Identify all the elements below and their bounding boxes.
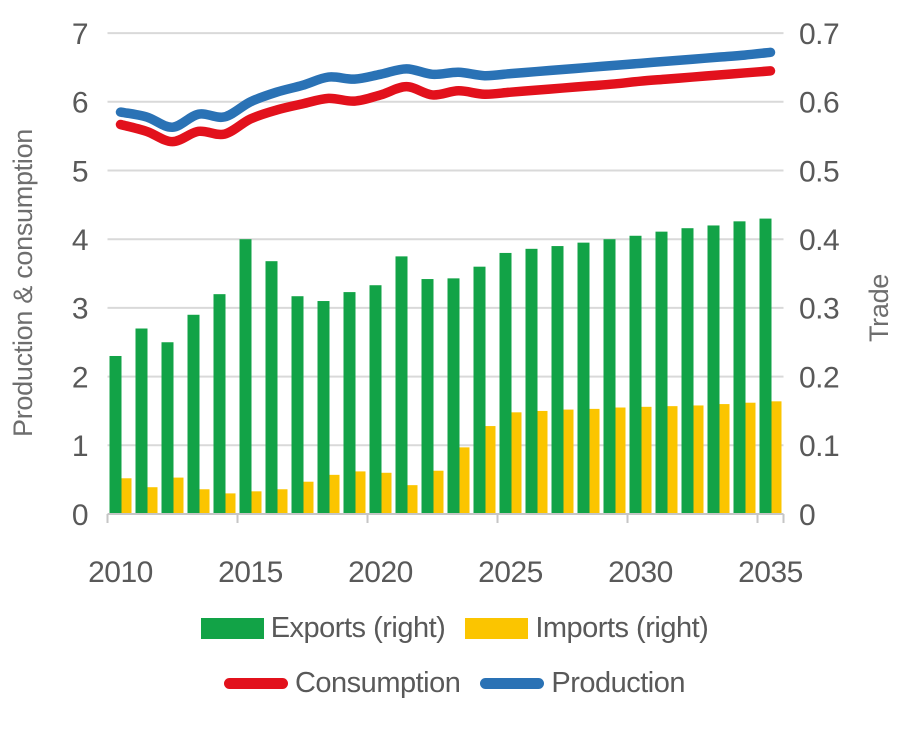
legend: Exports (right) Imports (right) Consumpt… — [0, 612, 909, 700]
left-axis-tick-label: 0 — [72, 499, 88, 532]
imports-bar — [563, 409, 574, 514]
combo-chart: 0 1 2 3 4 5 6 7 0 0.1 0.2 0.3 0.4 0.5 0.6 0.7 2010 2015 20… — [8, 18, 894, 589]
legend-row-bars: Exports (right) Imports (right) — [0, 612, 909, 645]
left-axis-title: Production & consumption — [8, 129, 38, 437]
imports-bar — [251, 491, 262, 514]
exports-bar — [681, 228, 694, 514]
exports-bar — [109, 355, 122, 514]
left-axis-tick-label: 3 — [72, 293, 88, 326]
right-axis-tick-label: 0.1 — [799, 430, 839, 463]
left-axis-tick-label: 6 — [72, 87, 88, 120]
consumption-swatch-icon — [223, 678, 288, 689]
exports-bar — [629, 235, 642, 514]
imports-bar — [719, 404, 730, 514]
imports-bar — [407, 485, 418, 514]
right-axis-tick-label: 0.7 — [799, 18, 839, 51]
imports-bar — [433, 470, 444, 514]
exports-bar — [213, 294, 226, 514]
right-axis-tick-label: 0.4 — [799, 224, 839, 257]
right-axis-tick-label: 0.2 — [799, 361, 839, 394]
axes: 0 1 2 3 4 5 6 7 0 0.1 0.2 0.3 0.4 0.5 0.6 0.7 2010 2015 20… — [72, 18, 840, 589]
exports-bar — [265, 261, 278, 514]
imports-bar — [199, 489, 210, 514]
production-swatch-icon — [480, 678, 545, 689]
exports-bar — [473, 266, 486, 514]
imports-bar — [511, 412, 522, 514]
x-axis-tick-label: 2025 — [478, 556, 543, 589]
legend-row-lines: Consumption Production — [0, 667, 909, 700]
right-axis-title: Trade — [864, 274, 894, 342]
exports-bar — [525, 248, 538, 514]
imports-bar — [485, 426, 496, 514]
legend-label-imports: Imports (right) — [535, 612, 709, 644]
legend-item-imports: Imports (right) — [465, 612, 709, 645]
x-axis-tick-label: 2030 — [608, 556, 673, 589]
x-axis-tick-label: 2035 — [738, 556, 803, 589]
left-axis-tick-label: 5 — [72, 155, 88, 188]
exports-bar — [655, 231, 668, 514]
imports-bar — [771, 401, 782, 514]
right-axis-tick-label: 0.3 — [799, 293, 839, 326]
imports-bar — [693, 405, 704, 514]
imports-bar — [225, 493, 236, 514]
imports-bar — [459, 447, 470, 514]
left-axis-tick-label: 2 — [72, 361, 88, 394]
legend-label-production: Production — [551, 667, 686, 699]
x-axis-tick-label: 2020 — [348, 556, 413, 589]
exports-bar — [161, 342, 174, 514]
exports-bar — [317, 301, 330, 514]
exports-bar — [447, 278, 460, 514]
exports-bar — [135, 328, 148, 514]
right-axis-tick-label: 0.6 — [799, 87, 839, 120]
imports-bar — [667, 406, 678, 514]
imports-bar — [355, 471, 366, 514]
right-axis-tick-label: 0 — [799, 499, 815, 532]
bar-series — [109, 218, 782, 514]
imports-bar — [589, 408, 600, 514]
imports-bar — [641, 406, 652, 514]
exports-bar — [343, 292, 356, 514]
line-series — [115, 47, 776, 147]
imports-bar — [173, 477, 184, 514]
x-axis-tick-label: 2015 — [218, 556, 283, 589]
exports-bar — [421, 279, 434, 514]
imports-swatch-icon — [465, 618, 529, 639]
left-axis-tick-label: 1 — [72, 430, 88, 463]
exports-bar — [187, 314, 200, 514]
imports-bar — [121, 478, 132, 514]
left-axis-tick-label: 4 — [72, 224, 88, 257]
imports-bar — [381, 472, 392, 514]
consumption-line — [115, 66, 776, 147]
exports-bar — [291, 296, 304, 514]
imports-bar — [329, 474, 340, 514]
exports-bar — [499, 252, 512, 514]
right-axis-tick-label: 0.5 — [799, 155, 839, 188]
exports-swatch-icon — [200, 618, 264, 639]
imports-bar — [303, 481, 314, 514]
exports-bar — [395, 256, 408, 514]
production-line — [115, 47, 776, 132]
legend-label-consumption: Consumption — [294, 667, 461, 699]
legend-item-exports: Exports (right) — [200, 612, 446, 645]
imports-bar — [745, 402, 756, 514]
exports-bar — [707, 225, 720, 514]
legend-label-exports: Exports (right) — [270, 612, 446, 644]
exports-bar — [551, 246, 564, 514]
exports-bar — [577, 242, 590, 514]
exports-bar — [733, 221, 746, 514]
left-axis-tick-label: 7 — [72, 18, 88, 51]
legend-item-consumption: Consumption — [223, 667, 461, 700]
exports-bar — [759, 218, 772, 514]
legend-item-production: Production — [480, 667, 686, 700]
imports-bar — [537, 410, 548, 514]
imports-bar — [615, 407, 626, 514]
imports-bar — [147, 487, 158, 514]
exports-bar — [369, 285, 382, 514]
x-axis-tick-label: 2010 — [88, 556, 153, 589]
exports-bar — [603, 239, 616, 514]
imports-bar — [277, 489, 288, 514]
exports-bar — [239, 239, 252, 514]
